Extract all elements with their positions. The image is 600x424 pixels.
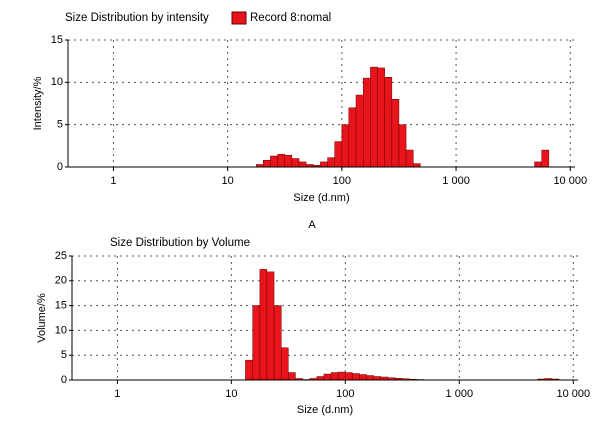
y-tick-label: 20 bbox=[55, 275, 67, 287]
bar bbox=[541, 149, 550, 168]
bar bbox=[273, 305, 282, 381]
bar bbox=[359, 374, 367, 381]
bar bbox=[323, 373, 332, 381]
y-tick-label: 25 bbox=[55, 250, 67, 262]
bar bbox=[363, 77, 371, 168]
bar bbox=[413, 163, 421, 168]
y-tick-label: 10 bbox=[51, 76, 63, 88]
bar bbox=[266, 271, 275, 381]
bar bbox=[270, 155, 278, 168]
bar bbox=[405, 149, 414, 168]
x-tick-label: 1 000 bbox=[442, 175, 470, 187]
bar bbox=[398, 124, 407, 168]
bar bbox=[280, 347, 289, 381]
x-axis-label: Size (d.nm) bbox=[293, 192, 349, 204]
x-tick-label: 100 bbox=[336, 388, 354, 400]
bar bbox=[284, 154, 293, 168]
bar bbox=[320, 161, 328, 168]
y-tick-label: 15 bbox=[51, 34, 63, 46]
bar bbox=[355, 94, 364, 168]
y-tick-label: 5 bbox=[57, 119, 63, 131]
y-axis-label: Volume/% bbox=[36, 293, 48, 343]
bar bbox=[351, 373, 360, 381]
bar bbox=[327, 157, 335, 168]
x-tick-label: 1 bbox=[114, 388, 120, 400]
chart-title: Size Distribution by intensity bbox=[65, 12, 209, 24]
bar bbox=[245, 359, 253, 381]
bar bbox=[384, 77, 393, 168]
bar bbox=[377, 67, 385, 168]
bar bbox=[259, 269, 268, 381]
x-tick-label: 10 000 bbox=[553, 175, 587, 187]
bar bbox=[334, 141, 343, 168]
x-tick-label: 1 000 bbox=[446, 388, 474, 400]
bar bbox=[330, 372, 339, 381]
bar bbox=[366, 375, 375, 381]
x-tick-label: 10 bbox=[225, 388, 237, 400]
bar bbox=[298, 161, 307, 168]
bar bbox=[341, 124, 350, 168]
x-tick-label: 100 bbox=[333, 175, 351, 187]
bar bbox=[337, 371, 346, 381]
y-tick-label: 15 bbox=[55, 300, 67, 312]
bar bbox=[277, 154, 285, 168]
bar bbox=[291, 158, 300, 168]
bar bbox=[263, 159, 271, 168]
bar bbox=[316, 376, 325, 381]
y-tick-label: 5 bbox=[61, 349, 67, 361]
x-tick-label: 10 bbox=[222, 175, 234, 187]
bar bbox=[288, 372, 296, 381]
bar bbox=[391, 99, 400, 168]
y-axis-label: Intensity/% bbox=[32, 76, 44, 130]
bar bbox=[345, 372, 353, 381]
caption: A bbox=[308, 219, 316, 231]
y-tick-label: 0 bbox=[61, 374, 67, 386]
y-tick-label: 0 bbox=[57, 161, 63, 173]
bar bbox=[348, 107, 357, 168]
bar bbox=[534, 161, 542, 168]
chart-title: Size Distribution by Volume bbox=[110, 237, 250, 249]
bar bbox=[252, 305, 261, 381]
x-axis-label: Size (d.nm) bbox=[297, 404, 353, 416]
legend-swatch bbox=[231, 11, 247, 25]
bar bbox=[373, 376, 382, 381]
x-tick-label: 1 bbox=[110, 175, 116, 187]
y-tick-label: 10 bbox=[55, 324, 67, 336]
legend-label: Record 8:nomal bbox=[250, 12, 331, 24]
x-tick-label: 10 000 bbox=[556, 388, 590, 400]
bar bbox=[370, 66, 378, 168]
